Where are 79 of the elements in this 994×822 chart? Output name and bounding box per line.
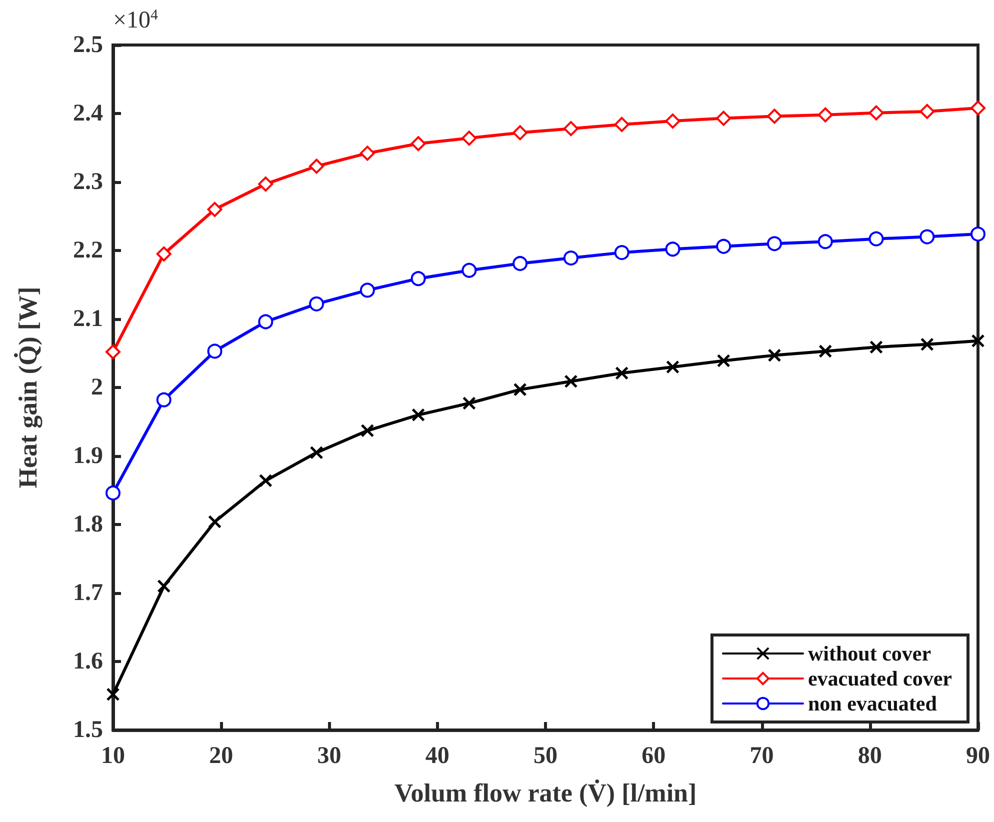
point <box>512 125 528 140</box>
point <box>716 354 730 368</box>
point <box>716 238 732 254</box>
y-tick-label: 2.1 <box>73 306 103 332</box>
point <box>971 334 985 348</box>
point <box>614 245 630 260</box>
point <box>563 250 578 266</box>
x-tick-label: 70 <box>750 743 774 769</box>
y-tick-label: 2.3 <box>73 169 103 195</box>
point <box>563 121 578 136</box>
point <box>462 396 476 410</box>
y-tick-label: 1.6 <box>73 648 103 674</box>
point <box>868 231 884 246</box>
x-tick-label: 10 <box>101 743 125 769</box>
point <box>208 515 222 529</box>
y-tick-label: 1.9 <box>73 443 103 469</box>
x-tick-label: 30 <box>317 743 342 769</box>
point <box>665 242 680 257</box>
y-tick-label: 1.8 <box>73 512 103 538</box>
point <box>258 176 274 192</box>
y-tick-label: 2.4 <box>73 100 103 126</box>
point <box>920 338 934 352</box>
x-tick-label: 60 <box>642 743 666 769</box>
point <box>513 382 527 396</box>
point <box>258 314 274 330</box>
point <box>309 158 324 174</box>
point <box>666 360 680 374</box>
point <box>869 340 883 354</box>
x-tick-label: 90 <box>966 743 990 769</box>
point <box>818 344 832 358</box>
point <box>106 688 120 702</box>
point <box>818 234 833 250</box>
y-tick-label: 2 <box>91 374 103 400</box>
point <box>615 366 629 380</box>
point <box>970 226 986 242</box>
y-axis-title: Heat gain (Q̇) [W] <box>13 286 42 488</box>
point <box>157 579 171 593</box>
legend-label: without cover <box>808 642 932 666</box>
point <box>868 105 884 120</box>
point <box>564 374 578 388</box>
point <box>106 485 120 500</box>
point <box>156 392 172 408</box>
point <box>818 107 833 122</box>
y-tick-label: 2.5 <box>73 32 103 58</box>
point <box>360 282 375 298</box>
point <box>360 146 375 161</box>
point <box>614 116 630 132</box>
point <box>766 236 782 252</box>
point <box>412 408 426 422</box>
point <box>665 114 680 129</box>
y-tick-label: 1.7 <box>73 580 103 606</box>
point <box>156 246 172 262</box>
x-axis-title: Volum flow rate (V̇) [l/min] <box>394 778 697 808</box>
point <box>716 110 732 126</box>
y-tick-label: 1.5 <box>73 717 103 743</box>
point <box>462 262 477 278</box>
point <box>766 108 782 124</box>
point <box>207 344 222 359</box>
point <box>920 104 935 119</box>
point <box>410 271 426 286</box>
x-tick-label: 20 <box>209 743 234 769</box>
point <box>920 229 935 244</box>
x-tick-label: 80 <box>858 743 882 769</box>
point <box>970 100 986 116</box>
y-tick-label: 2.2 <box>73 238 103 264</box>
point <box>462 130 477 146</box>
legend-label: evacuated cover <box>808 666 952 690</box>
point <box>309 296 324 312</box>
point <box>768 348 782 362</box>
point <box>258 474 272 488</box>
point <box>106 344 120 360</box>
x-tick-label: 40 <box>425 743 450 769</box>
point <box>360 424 374 438</box>
x-tick-label: 50 <box>534 743 558 769</box>
point <box>410 136 426 152</box>
point <box>310 446 324 460</box>
point <box>512 256 528 272</box>
point <box>207 202 222 217</box>
legend-label: non evacuated <box>808 692 938 716</box>
